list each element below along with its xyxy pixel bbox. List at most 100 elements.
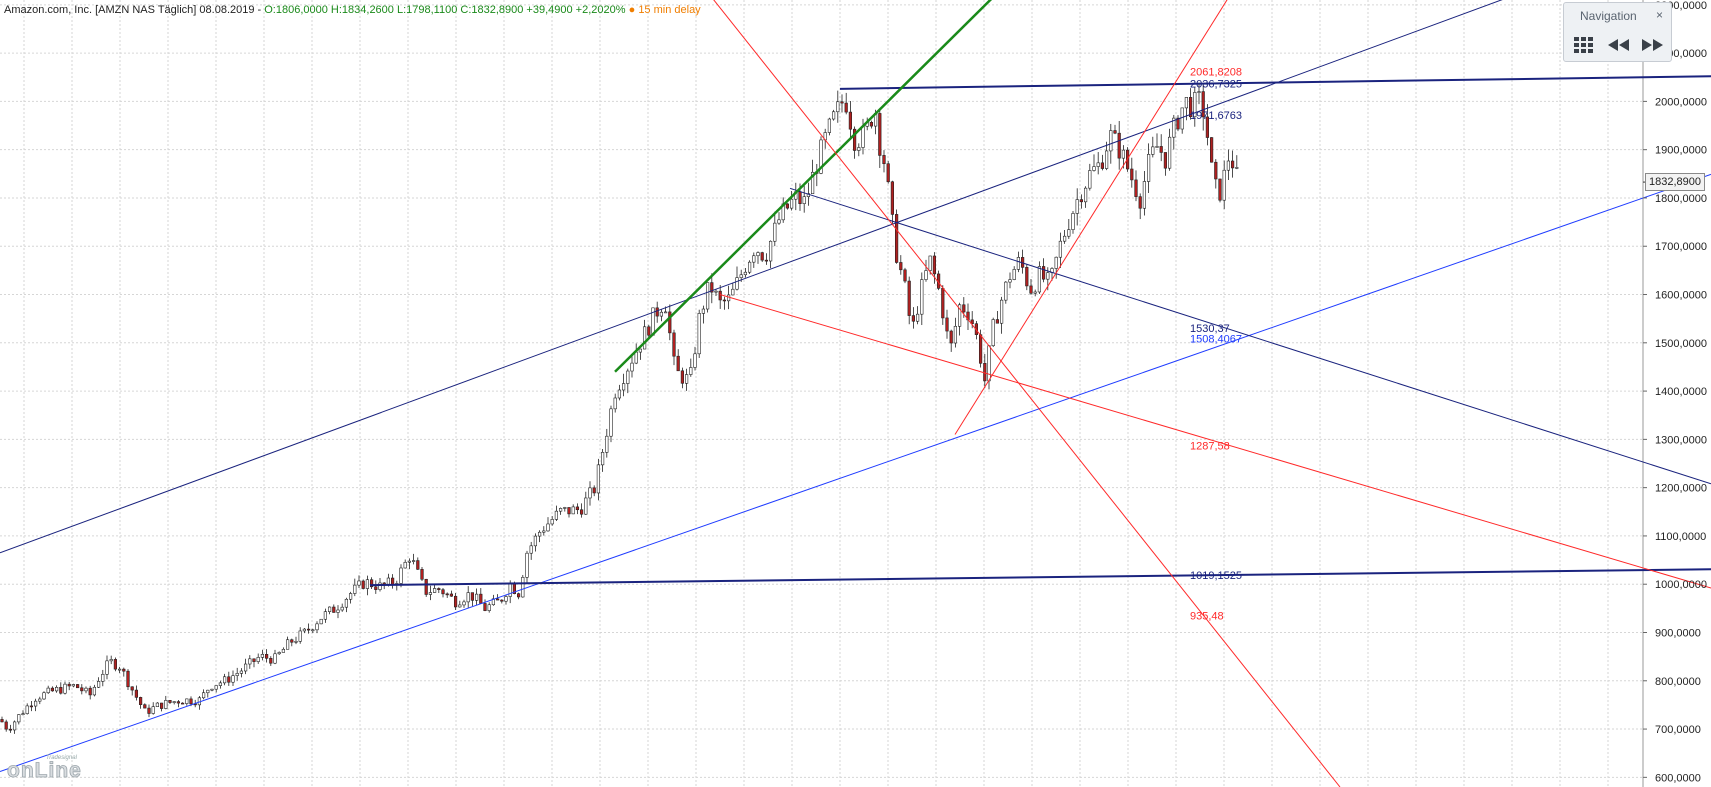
candle-body — [1100, 162, 1104, 169]
candle-body — [882, 155, 886, 165]
candle-body — [483, 603, 487, 611]
candle-body — [441, 589, 445, 595]
candle-body — [231, 675, 235, 683]
candle-body — [1096, 162, 1100, 167]
candle-body — [143, 704, 147, 709]
candle-body — [894, 214, 899, 263]
candle-body — [332, 606, 336, 613]
candle-body — [928, 255, 932, 271]
candle-body — [1168, 136, 1172, 169]
level-label: 1530,37 — [1190, 323, 1230, 335]
candle-body — [302, 628, 307, 632]
candle-body — [210, 688, 214, 691]
candle-body — [290, 639, 294, 643]
candle-body — [579, 509, 584, 515]
close-icon[interactable]: × — [1655, 8, 1663, 22]
candle-body — [819, 139, 823, 174]
navigation-title: Navigation — [1580, 9, 1637, 23]
candle-body — [256, 657, 260, 662]
candle-body — [46, 687, 50, 694]
candle-body — [747, 261, 752, 273]
candle-body — [1054, 256, 1058, 269]
candle-body — [500, 599, 504, 602]
candle-body — [861, 125, 865, 148]
candle-body — [714, 290, 718, 293]
candle-body — [185, 698, 189, 704]
candle-body — [567, 507, 571, 515]
candle-body — [348, 593, 353, 600]
candle-body — [676, 355, 680, 372]
candle-body — [479, 593, 483, 604]
candle-body — [474, 593, 479, 601]
candle-body — [1222, 169, 1226, 201]
candle-body — [764, 259, 768, 262]
candle-body — [1113, 130, 1117, 134]
chart-header: Amazon.com, Inc. [AMZN NAS Täglich] 08.0… — [4, 4, 701, 16]
candle-body — [1063, 235, 1067, 242]
candle-body — [756, 252, 760, 257]
candle-body — [361, 580, 365, 589]
trend-line-5 — [789, 187, 1711, 485]
y-tick-label: 1800,0000 — [1655, 193, 1707, 205]
y-tick-label: 1700,0000 — [1655, 241, 1707, 253]
candle-body — [945, 317, 949, 332]
y-tick-label: 1200,0000 — [1655, 483, 1707, 495]
candle-body — [453, 595, 458, 608]
candle-body — [563, 507, 567, 509]
candle-body — [424, 578, 428, 595]
candle-body — [739, 274, 743, 278]
candle-body — [88, 687, 92, 696]
candle-body — [269, 658, 273, 664]
candle-body — [273, 653, 277, 664]
candle-body — [693, 353, 697, 368]
candle-body — [869, 121, 873, 127]
delay-dot-icon: ● — [628, 4, 636, 16]
candle-body — [1142, 181, 1146, 209]
candle-body — [903, 269, 907, 282]
candle-body — [617, 389, 621, 399]
candle-body — [684, 374, 689, 384]
candle-body — [840, 101, 844, 104]
candle-body — [33, 700, 38, 707]
candle-body — [130, 686, 134, 691]
candle-body — [357, 580, 361, 586]
scroll-forward-icon[interactable] — [1639, 35, 1665, 55]
candle-body — [277, 652, 281, 655]
candle-body — [752, 255, 756, 263]
trend-line-4 — [839, 75, 1711, 90]
candle-body — [999, 299, 1004, 324]
candle-body — [529, 545, 533, 554]
grid-view-icon[interactable] — [1572, 35, 1598, 55]
candle-body — [386, 577, 391, 585]
level-label: 1508,4067 — [1190, 334, 1242, 346]
candle-body — [50, 687, 54, 692]
navigation-panel: Navigation × — [1563, 2, 1672, 62]
candle-body — [260, 654, 265, 658]
candle-body — [1189, 97, 1193, 118]
candle-body — [621, 383, 626, 391]
candle-body — [445, 593, 449, 596]
candle-body — [1151, 146, 1155, 155]
candle-body — [462, 601, 466, 606]
candle-body — [592, 487, 596, 494]
candle-body — [1184, 97, 1188, 109]
candle-body — [760, 252, 764, 261]
candle-body — [109, 659, 113, 662]
y-tick-label: 600,0000 — [1655, 772, 1701, 784]
candle-body — [126, 670, 130, 688]
candle-body — [71, 684, 75, 687]
candle-body — [588, 487, 592, 499]
scroll-back-icon[interactable] — [1606, 35, 1632, 55]
candle-body — [722, 299, 726, 302]
ohlc-readout: O:1806,0000 H:1834,2600 L:1798,1100 C:18… — [264, 4, 626, 16]
candle-body — [1226, 160, 1230, 171]
candle-body — [831, 111, 836, 120]
candle-body — [1105, 150, 1109, 169]
candle-body — [924, 270, 928, 280]
y-tick-label: 1400,0000 — [1655, 386, 1707, 398]
candle-body — [983, 362, 987, 382]
trend-line-3 — [369, 568, 1711, 587]
candle-body — [542, 530, 546, 533]
candle-body — [80, 687, 84, 692]
